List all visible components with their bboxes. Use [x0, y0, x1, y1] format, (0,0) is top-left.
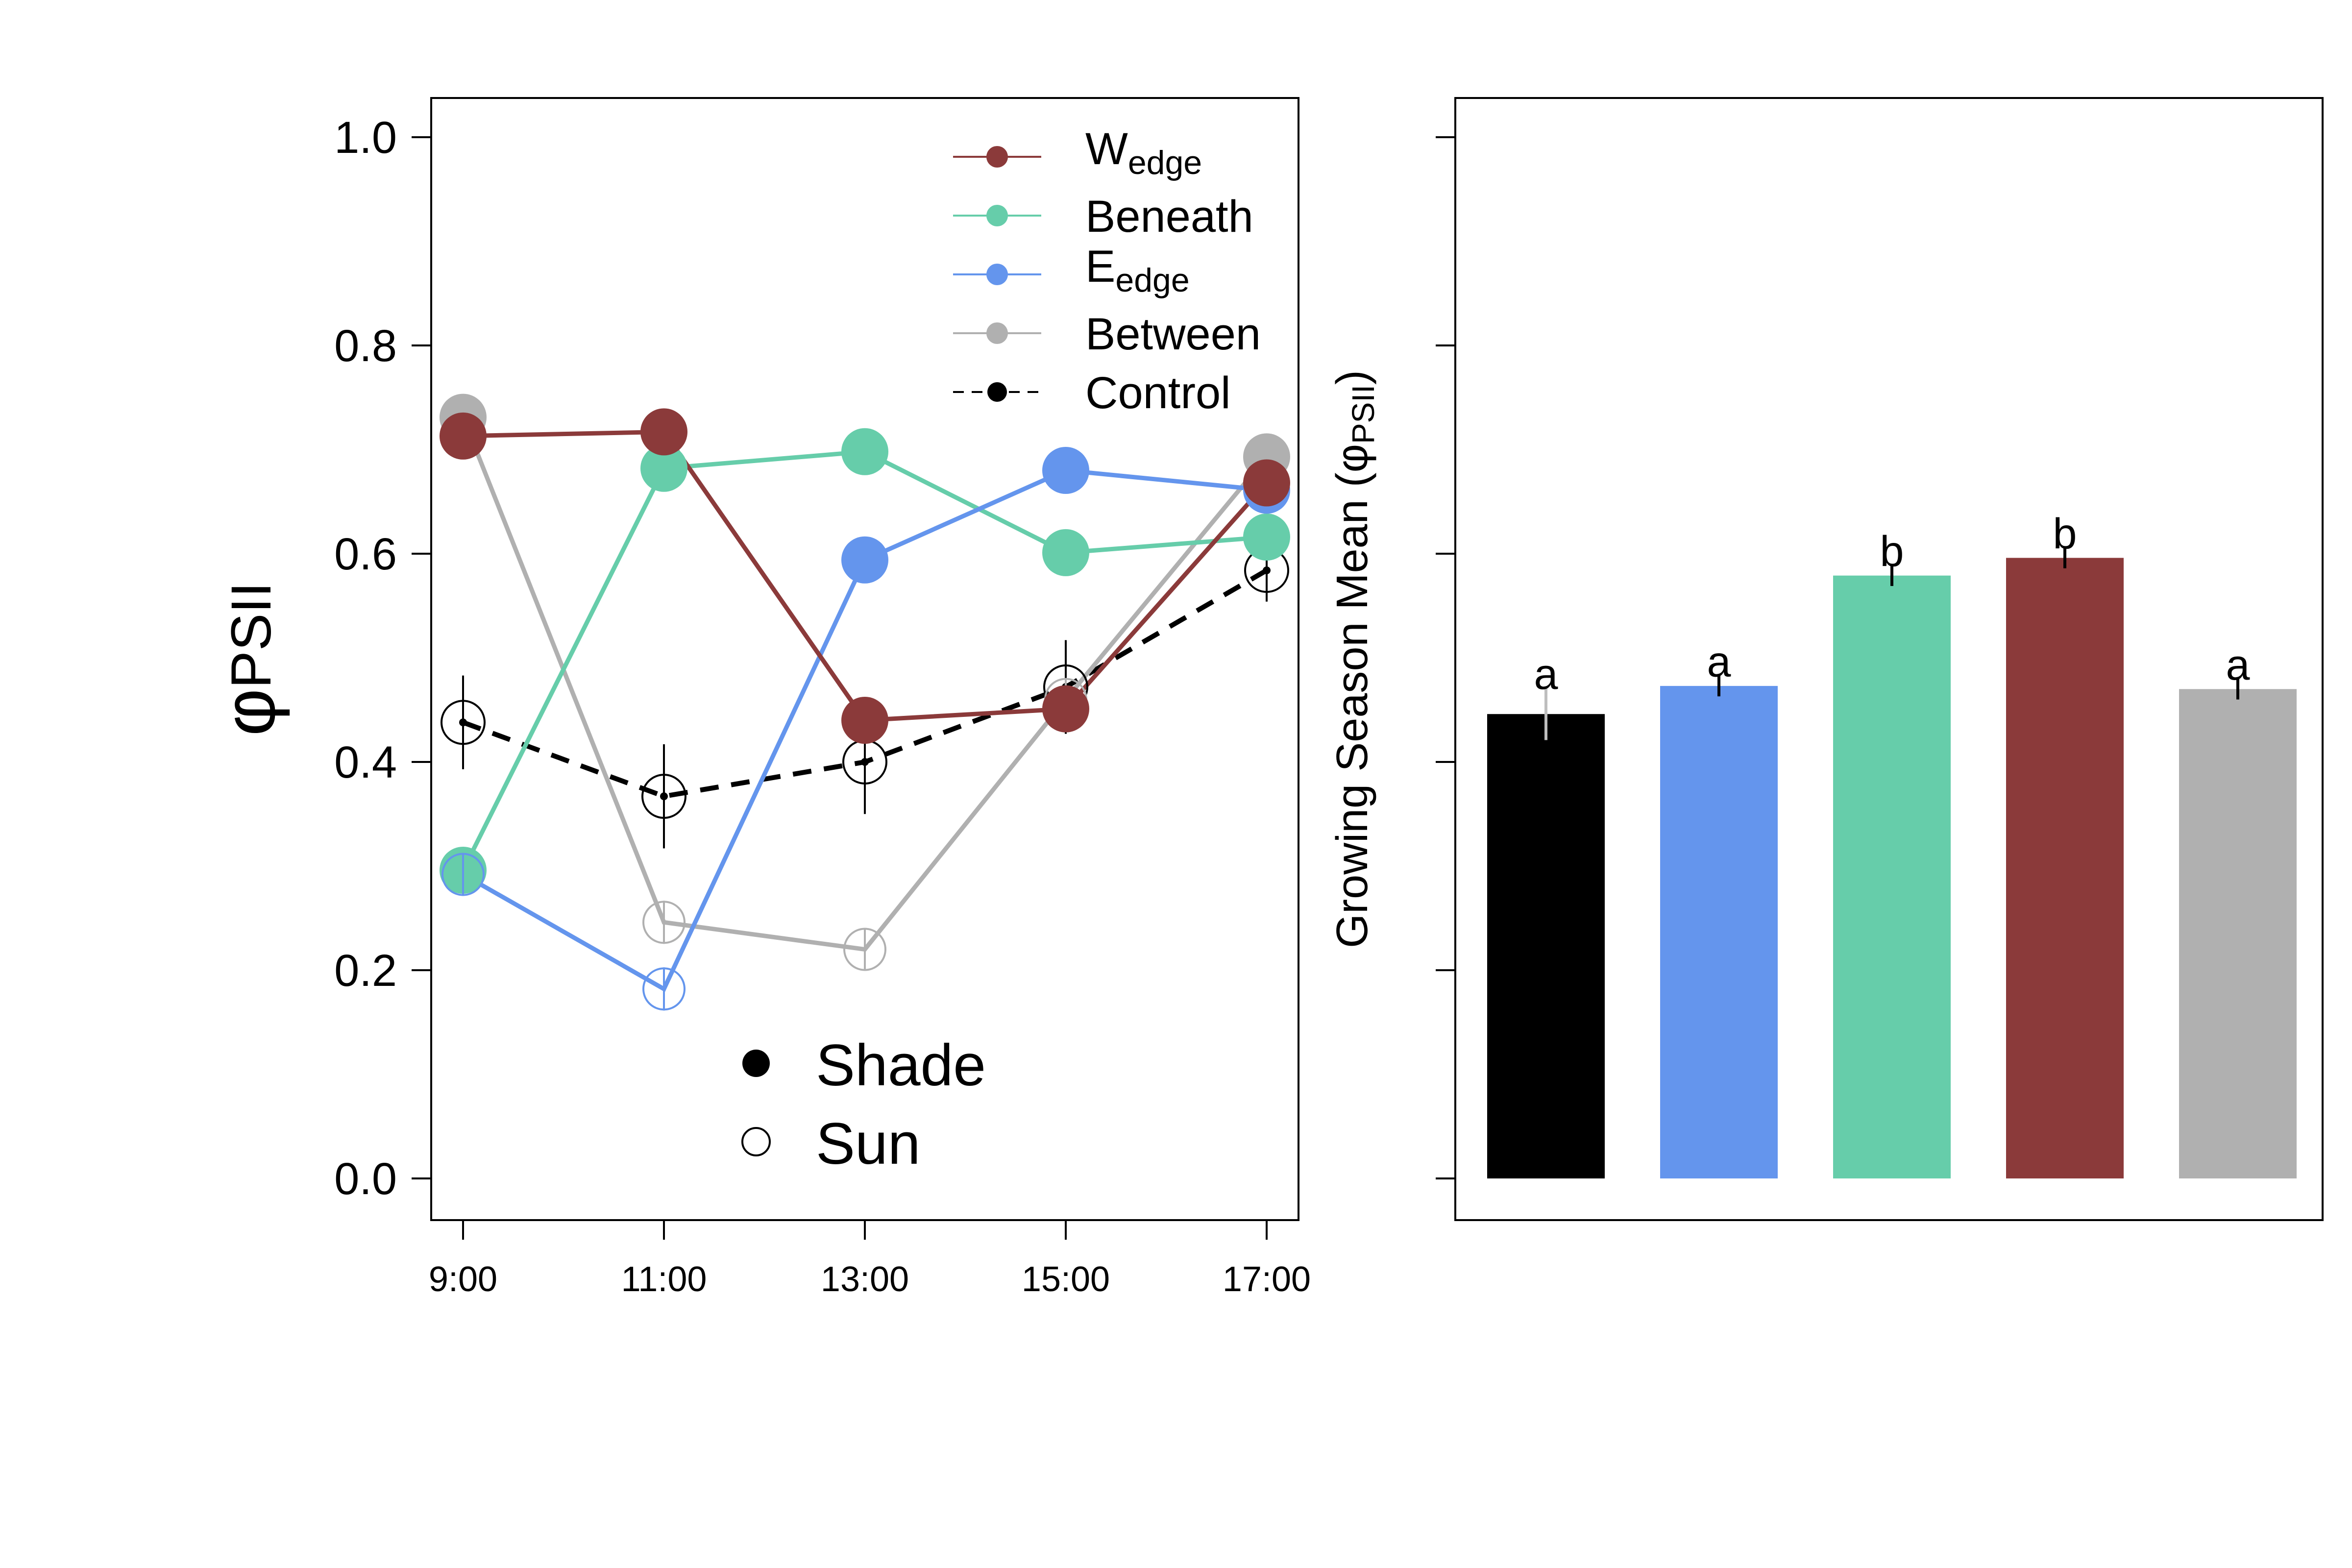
line-chart-panel: 0.0 0.2 0.4 0.6 0.8 1.0 9:00 11:00 13:00 15:00 17… — [208, 97, 1311, 1299]
point-sun-eedge — [441, 853, 485, 896]
line-y-axis: 0.0 0.2 0.4 0.6 0.8 1.0 — [334, 113, 432, 1204]
line-x-tick-label: 15:00 — [1022, 1260, 1110, 1299]
bars: a a b b a — [1487, 509, 2297, 1178]
legend-entry-control: Control — [953, 368, 1231, 418]
legend-entry-beneath: Beneath — [953, 192, 1253, 242]
point-sun-wedge — [1044, 687, 1087, 731]
bar-beneath — [1833, 575, 1951, 1178]
legend-marker-wedge — [986, 146, 1008, 168]
point-shade-wedge — [640, 408, 687, 456]
point-shade-beneath — [1042, 529, 1089, 576]
bar-y-axis — [1436, 136, 1455, 1179]
line-y-axis-label-subscript: PSII — [220, 582, 283, 688]
marker-legend-shade-symbol — [742, 1050, 770, 1077]
legend-label-beneath: Beneath — [1085, 192, 1253, 242]
point-sun-eedge — [642, 967, 686, 1011]
bar-control — [1487, 714, 1605, 1178]
bar-eedge — [1660, 686, 1778, 1178]
bar-y-axis-label-close: ) — [1328, 370, 1377, 385]
line-y-tick-label: 0.0 — [334, 1154, 397, 1204]
bar-letter-wedge: b — [2053, 509, 2077, 558]
bar-letter-eedge: a — [1707, 637, 1731, 686]
legend-entry-between: Between — [953, 309, 1261, 359]
point-sun-wedge — [1245, 461, 1288, 505]
point-shade-eedge — [1042, 447, 1089, 494]
legend-entry-eedge: Eedge — [953, 242, 1190, 299]
legend-label-eedge-main: E — [1085, 242, 1115, 292]
bar-wedge — [2006, 558, 2124, 1178]
point-sun-beneath — [1245, 515, 1288, 559]
line-y-tick-label: 0.8 — [334, 321, 397, 371]
control-point-sun — [441, 700, 486, 745]
line-x-tick-label: 17:00 — [1223, 1260, 1311, 1299]
bar-chart-panel: Growing Season Mean (φPSII) a a b b a — [1328, 97, 2324, 1221]
legend-label-wedge-main: W — [1085, 124, 1128, 174]
bar-y-axis-label-greek: φ — [1328, 444, 1377, 472]
line-x-tick-label: 13:00 — [821, 1260, 909, 1299]
legend-label-control: Control — [1085, 368, 1231, 418]
legend-label-wedge: Wedge — [1085, 124, 1202, 181]
bar-y-axis-label-sub: PSII — [1346, 385, 1381, 444]
control-point-center — [861, 758, 869, 766]
point-shade-beneath — [640, 444, 687, 492]
line-y-axis-label: φPSII — [208, 582, 290, 736]
control-point-center — [1263, 566, 1271, 574]
line-y-tick-label: 0.2 — [334, 946, 397, 996]
line-x-tick-label: 9:00 — [429, 1260, 497, 1299]
bar-plot-frame — [1454, 97, 2324, 1221]
line-y-tick-label: 0.6 — [334, 529, 397, 579]
bar-letter-between: a — [2226, 640, 2250, 689]
control-point-sun — [641, 774, 686, 819]
line-x-axis: 9:00 11:00 13:00 15:00 17:00 — [429, 1219, 1311, 1299]
legend-marker-control — [987, 382, 1007, 402]
marker-legend: Shade Sun — [741, 1032, 986, 1176]
point-sun-between — [843, 928, 886, 971]
series-legend: Wedge Beneath Eedge Between Control — [953, 124, 1261, 418]
legend-entry-wedge: Wedge — [953, 124, 1202, 181]
line-y-tick-label: 0.4 — [334, 737, 397, 787]
marker-legend-sun-label: Sun — [816, 1111, 921, 1176]
bar-y-axis-label: Growing Season Mean (φPSII) — [1328, 370, 1381, 948]
bar-letter-beneath: b — [1880, 527, 1904, 575]
legend-label-between: Between — [1085, 309, 1261, 359]
legend-marker-eedge — [986, 264, 1008, 285]
line-y-tick-label: 1.0 — [334, 113, 397, 163]
point-shade-eedge — [841, 536, 888, 584]
marker-legend-shade-label: Shade — [816, 1032, 986, 1098]
legend-label-eedge: Eedge — [1085, 242, 1190, 299]
line-series-points — [440, 393, 1290, 1011]
point-sun-between — [642, 901, 686, 944]
control-point-center — [459, 718, 467, 727]
control-point-center — [660, 792, 668, 801]
line-y-axis-label-symbol: φ — [208, 688, 290, 736]
legend-marker-between — [986, 322, 1008, 344]
bar-letter-control: a — [1534, 650, 1558, 698]
point-shade-wedge — [841, 697, 888, 744]
point-shade-beneath — [841, 428, 888, 475]
legend-label-eedge-sub: edge — [1115, 262, 1189, 299]
bar-between — [2179, 689, 2297, 1178]
legend-label-wedge-sub: edge — [1128, 144, 1202, 181]
point-sun-wedge — [441, 416, 485, 459]
line-x-tick-label: 11:00 — [621, 1260, 707, 1299]
marker-legend-sun-symbol — [741, 1127, 771, 1156]
legend-marker-beneath — [986, 205, 1008, 226]
bar-y-axis-label-main: Growing Season Mean ( — [1328, 472, 1377, 948]
